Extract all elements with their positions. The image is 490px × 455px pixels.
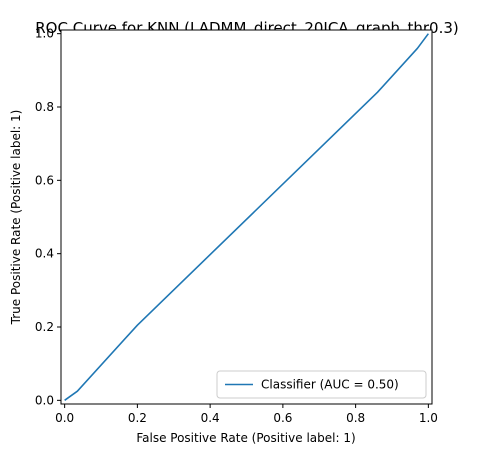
x-tick-label: 0.8 — [346, 411, 365, 425]
y-tick-label: 0.0 — [35, 393, 54, 407]
x-tick-label: 0.0 — [55, 411, 74, 425]
legend: Classifier (AUC = 0.50) — [216, 370, 427, 399]
ticks-layer: 0.0 0.2 0.4 0.6 0.8 1.0 0.0 0.2 0.4 0.6 0.8 1.0 — [35, 27, 438, 425]
legend-box — [216, 370, 427, 399]
series-line-0 — [64, 33, 430, 401]
x-tick-label: 1.0 — [419, 411, 438, 425]
plot-layer — [64, 33, 430, 401]
x-tick-label: 0.2 — [128, 411, 147, 425]
x-tick-label: 0.4 — [201, 411, 220, 425]
y-tick-label: 0.2 — [35, 320, 54, 334]
x-axis-label: False Positive Rate (Positive label: 1) — [136, 431, 355, 445]
y-tick-label: 0.6 — [35, 173, 54, 187]
x-tick-label: 0.6 — [273, 411, 292, 425]
legend-label: Classifier (AUC = 0.50) — [261, 378, 399, 392]
y-tick-label: 0.4 — [35, 247, 54, 261]
plot-frame — [60, 29, 433, 405]
y-axis-label: True Positive Rate (Positive label: 1) — [9, 110, 23, 326]
y-tick-label: 0.8 — [35, 100, 54, 114]
y-tick-label: 1.0 — [35, 27, 54, 41]
